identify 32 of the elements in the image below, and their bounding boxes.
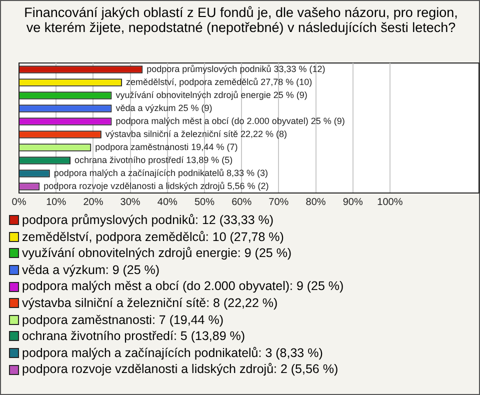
data-label: podpora průmyslových podniků 33,33 % (12) (146, 64, 326, 74)
legend-label: věda a výzkum: 9 (25 %) (22, 262, 160, 278)
x-tick-label: 60% (232, 196, 252, 208)
data-label: ochrana životního prostředí 13,89 % (5) (74, 154, 233, 165)
data-label: výstavba silniční a železniční sítě 22,22 % (8) (105, 128, 288, 139)
legend-label: podpora rozvoje vzdělanosti a lidských zdrojů: 2 (5,56 %) (22, 361, 338, 378)
legend-label: výstavba silniční a železniční sítě: 8 (22,22 %) (22, 294, 278, 312)
x-tick-label: 90% (342, 196, 363, 208)
data-label: podpora malých a začínajících podnikatelů 8,33 % (3) (54, 168, 268, 178)
data-label: využívání obnovitelných zdrojů energie 25 % (9) (116, 90, 308, 100)
chart-title: Financování jakých oblastí z EU fondů je, dle vašeho názoru, pro region, ve kterém žijete, nepodstatné (nepotřebné) v následujících šesti letech? (23, 5, 459, 35)
x-tick-label: 70% (268, 196, 289, 208)
legend-label: využívání obnovitelných zdrojů energie: 9 (25 %) (22, 245, 292, 262)
legend-label: podpora malých a začínajících podnikatelů: 3 (8,33 %) (22, 344, 323, 362)
x-tick-label: 10% (46, 196, 66, 208)
x-tick-label: 100% (377, 196, 403, 208)
legend-label: ochrana životního prostředí: 5 (13,89 %) (22, 328, 246, 345)
data-label: podpora rozvoje vzdělanosti a lidských zdrojů 5,56 % (2) (44, 180, 269, 191)
legend-label: zemědělství, podpora zemědělců: 10 (27,78 %) (22, 228, 284, 246)
x-tick-label: 30% (120, 196, 140, 208)
legend-label: podpora malých měst a obcí (do 2.000 obyvatel): 9 (25 %) (22, 278, 344, 295)
legend-label: podpora zaměstnanosti: 7 (19,44 %) (22, 312, 224, 328)
x-tick-label: 0% (12, 196, 26, 208)
x-tick-label: 40% (157, 196, 178, 208)
data-label: zemědělství, podpora zemědělců 27,78 % (10) (126, 76, 312, 87)
data-label: věda a výzkum 25 % (9) (116, 102, 212, 113)
x-tick-label: 80% (306, 196, 326, 208)
x-tick-label: 20% (83, 196, 104, 208)
data-label: podpora zaměstnanosti 19,44 % (7) (95, 142, 238, 152)
data-label: podpora malých měst a obcí (do 2.000 obyvatel) 25 % (9) (116, 116, 345, 126)
legend-label: podpora průmyslových podniků: 12 (33,33 %) (22, 212, 274, 229)
x-tick-label: 50% (194, 196, 215, 208)
